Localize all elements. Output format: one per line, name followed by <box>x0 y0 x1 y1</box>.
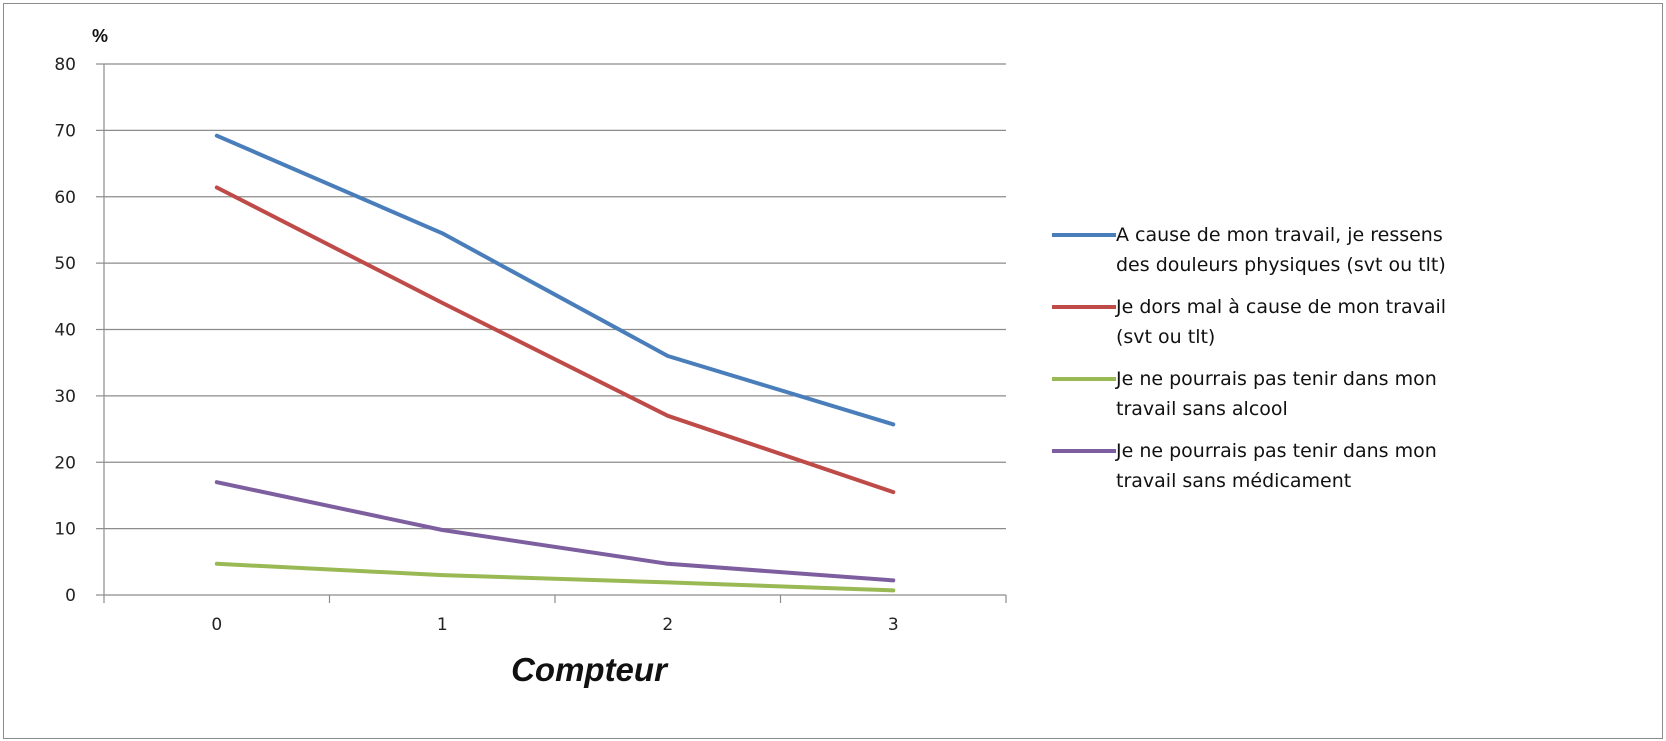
legend-label-line: des douleurs physiques (svt ou tlt) <box>1116 254 1446 276</box>
y-tick-label: 40 <box>54 321 76 341</box>
legend-label-line: Je ne pourrais pas tenir dans mon <box>1116 440 1437 462</box>
y-tick-label: 70 <box>54 121 76 141</box>
series-line-4 <box>214 480 896 583</box>
chart-frame <box>3 3 1663 739</box>
legend-label-line: Je ne pourrais pas tenir dans mon <box>1116 368 1437 390</box>
legend-swatch <box>1052 377 1116 381</box>
y-tick-label: 80 <box>54 55 76 75</box>
legend-item-3: Je ne pourrais pas tenir dans mon travail… <box>1052 364 1472 424</box>
y-tick-label: 50 <box>54 254 76 274</box>
y-axis-label: % <box>92 26 108 46</box>
y-tick-label: 0 <box>65 586 76 606</box>
y-tick-label: 10 <box>54 520 76 540</box>
y-tick-label: 20 <box>54 453 76 473</box>
y-tick-label: 30 <box>54 387 76 407</box>
legend-label-line: (svt ou tlt) <box>1116 326 1216 348</box>
legend-label-line: travail sans alcool <box>1116 398 1288 420</box>
x-axis-label: Compteur <box>511 651 669 688</box>
legend-label-line: A cause de mon travail, je ressens <box>1116 224 1443 246</box>
x-tick-label: 0 <box>211 615 222 635</box>
y-tick-labels: 0 10 20 30 40 50 60 70 80 <box>54 55 76 606</box>
legend-label-line: travail sans médicament <box>1116 470 1352 492</box>
x-tick-label: 1 <box>437 615 448 635</box>
legend-label-line: Je dors mal à cause de mon travail <box>1116 296 1447 318</box>
gridlines <box>104 63 1006 530</box>
legend-item-4: Je ne pourrais pas tenir dans mon travail… <box>1052 436 1472 496</box>
legend-swatch <box>1052 449 1116 453</box>
x-tick-label: 2 <box>662 615 673 635</box>
y-tick-label: 60 <box>54 188 76 208</box>
x-tick-label: 3 <box>888 615 899 635</box>
legend-item-2: Je dors mal à cause de mon travail (svt o… <box>1052 292 1472 352</box>
legend-swatch <box>1052 305 1116 309</box>
axes <box>96 63 1007 603</box>
legend-swatch <box>1052 233 1116 237</box>
series-line-3 <box>214 561 896 593</box>
series-lines <box>214 133 896 593</box>
legend-item-1: A cause de mon travail, je ressens des do… <box>1052 220 1472 280</box>
legend: A cause de mon travail, je ressens des do… <box>1052 220 1472 508</box>
x-tick-labels: 0 1 2 3 <box>211 615 898 635</box>
series-line-2 <box>214 185 896 495</box>
series-line-1 <box>214 133 896 427</box>
